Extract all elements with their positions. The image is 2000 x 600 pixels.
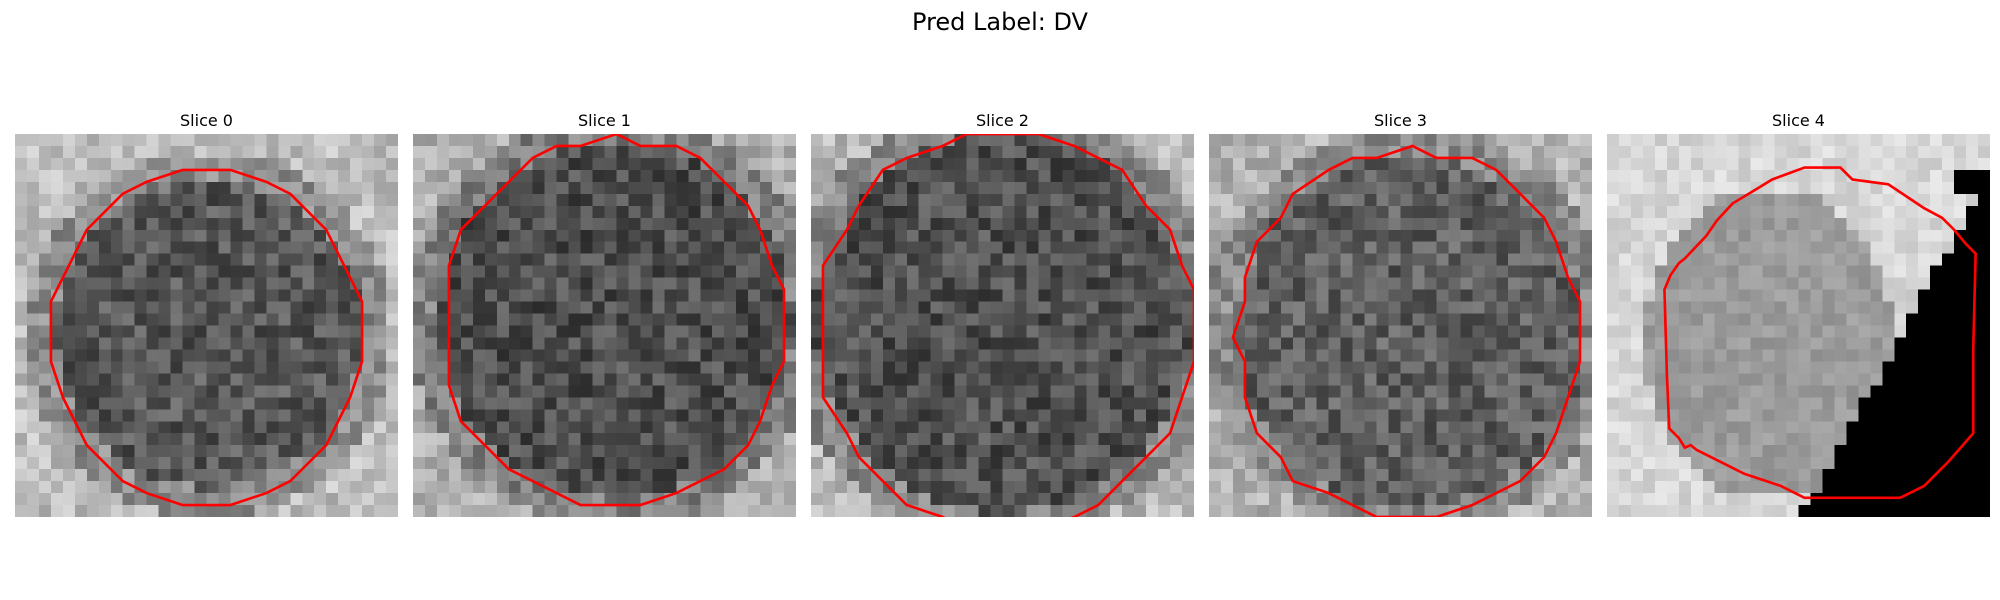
slice-image-1	[413, 134, 796, 517]
slice-title-0: Slice 0	[180, 111, 233, 130]
slice-panel-1: Slice 1	[413, 108, 796, 517]
slice-panel-2: Slice 2	[811, 108, 1194, 517]
slice-image-0	[15, 134, 398, 517]
slice-image-4	[1607, 134, 1990, 517]
slice-panel-4: Slice 4	[1607, 108, 1990, 517]
slice-image-3	[1209, 134, 1592, 517]
slice-title-2: Slice 2	[976, 111, 1029, 130]
figure-title: Pred Label: DV	[912, 8, 1088, 36]
slice-title-1: Slice 1	[578, 111, 631, 130]
slice-title-3: Slice 3	[1374, 111, 1427, 130]
slice-panel-0: Slice 0	[15, 108, 398, 517]
slice-image-2	[811, 134, 1194, 517]
slice-title-4: Slice 4	[1772, 111, 1825, 130]
slice-panel-3: Slice 3	[1209, 108, 1592, 517]
